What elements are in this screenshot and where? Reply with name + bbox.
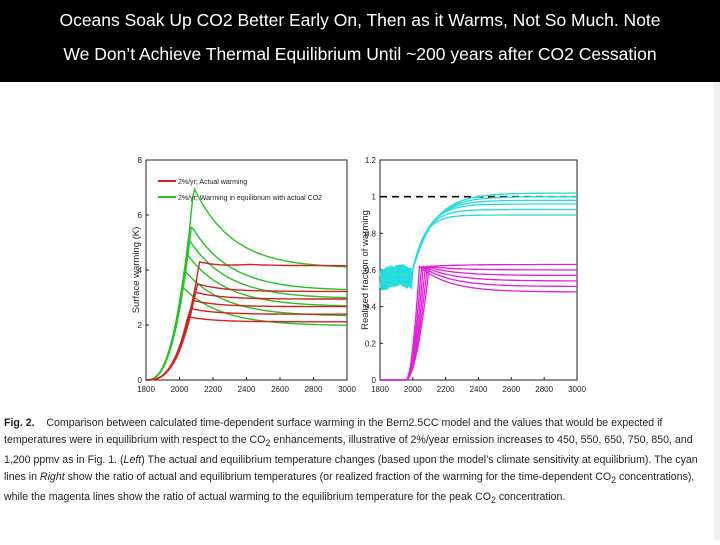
left-y-tick-label: 6 <box>138 211 143 220</box>
caption-text-5: concentrations), while the magenta lines… <box>4 471 695 504</box>
peak-ratio-line <box>380 263 577 381</box>
right-y-axis-label: Realized fraction of warming <box>360 210 371 330</box>
left-x-tick-label: 3000 <box>338 385 356 394</box>
left-x-tick-label: 2400 <box>238 385 256 394</box>
right-x-tick-label: 2200 <box>437 385 455 394</box>
caption-fig-label: Fig. 2. <box>4 417 35 429</box>
caption-right-word: Right <box>39 471 65 484</box>
peak-ratio-line <box>380 265 577 381</box>
caption-sub-2: 2 <box>611 475 617 486</box>
caption-sub-3: 2 <box>490 495 496 506</box>
equilibrium-warming-line <box>146 187 347 381</box>
right-x-tick-label: 2800 <box>535 385 553 394</box>
caption-sub-1: 2 <box>265 438 271 449</box>
slide-title-bar: Oceans Soak Up CO2 Better Early On, Then… <box>0 0 720 82</box>
caption-left-word: Left <box>123 454 142 467</box>
right-x-tick-label: 1800 <box>371 385 389 394</box>
right-x-tick-label: 2400 <box>470 385 488 394</box>
left-y-axis-label: Surface warming (K) <box>131 227 142 314</box>
legend-equilibrium-label: 2%/yr; Warming in equilibrium with actua… <box>178 195 322 202</box>
left-x-tick-label: 2000 <box>171 385 189 394</box>
caption-text-2: enhancements, illustrative of 2%/year em… <box>4 434 693 467</box>
caption-text-1: Comparison between calculated time-depen… <box>4 417 663 446</box>
left-y-tick-label: 8 <box>138 156 143 165</box>
right-y-tick-label: 1.2 <box>365 156 377 165</box>
caption-text-6: concentration. <box>495 491 566 504</box>
figure-caption: Fig. 2. Comparison between calculated ti… <box>4 415 716 509</box>
peak-ratio-line <box>380 265 577 381</box>
right-y-tick-label: 0 <box>372 376 377 385</box>
left-panel: 1800 2000 2200 2400 2600 2800 3000 0 2 4 6 8 Surfac… <box>131 156 356 394</box>
slide-edge-strip <box>714 82 720 540</box>
slide-title-line-2: We Don’t Achieve Thermal Equilibrium Unt… <box>63 44 657 64</box>
left-x-tick-label: 2200 <box>204 385 222 394</box>
peak-ratio-line <box>380 264 577 381</box>
left-y-tick-label: 0 <box>138 376 143 385</box>
right-y-tick-label: 0.2 <box>365 339 377 348</box>
left-x-tick-label: 2600 <box>271 385 289 394</box>
left-x-tick-label: 2800 <box>305 385 323 394</box>
left-x-tick-label: 1800 <box>137 385 155 394</box>
actual-warming-line <box>146 283 347 381</box>
left-plot-area <box>145 159 348 381</box>
figure-svg: 1800 2000 2200 2400 2600 2800 3000 0 2 4 6 8 Surfac… <box>131 156 586 394</box>
right-panel: 1800 2000 2200 2400 2600 2800 3000 0 0.2 0.4 0.6 0.… <box>360 156 586 394</box>
right-x-tick-label: 2600 <box>502 385 520 394</box>
left-y-tick-label: 2 <box>138 321 143 330</box>
right-x-tick-label: 2000 <box>404 385 422 394</box>
equilibrium-warming-line <box>146 226 347 381</box>
left-y-tick-label: 4 <box>138 266 143 275</box>
right-x-tick-label: 3000 <box>568 385 586 394</box>
figure: 1800 2000 2200 2400 2600 2800 3000 0 2 4 6 8 Surfac… <box>0 82 720 540</box>
right-y-tick-label: 0.6 <box>365 266 377 275</box>
right-y-tick-label: 0.8 <box>365 229 377 238</box>
realized-fraction-line <box>379 192 577 291</box>
right-y-tick-label: 0.4 <box>365 303 377 312</box>
actual-warming-line <box>146 260 347 381</box>
caption-text-3: ) The actual and equilibrium temperature… <box>4 454 698 484</box>
left-legend: 2%/yr; Actual warming 2%/yr; Warming in … <box>158 179 322 202</box>
slide-title-line-1: Oceans Soak Up CO2 Better Early On, Then… <box>59 10 661 30</box>
legend-actual-label: 2%/yr; Actual warming <box>178 179 247 186</box>
caption-text-4: show the ratio of actual and equilibrium… <box>64 471 612 484</box>
right-y-tick-label: 1 <box>372 193 377 202</box>
